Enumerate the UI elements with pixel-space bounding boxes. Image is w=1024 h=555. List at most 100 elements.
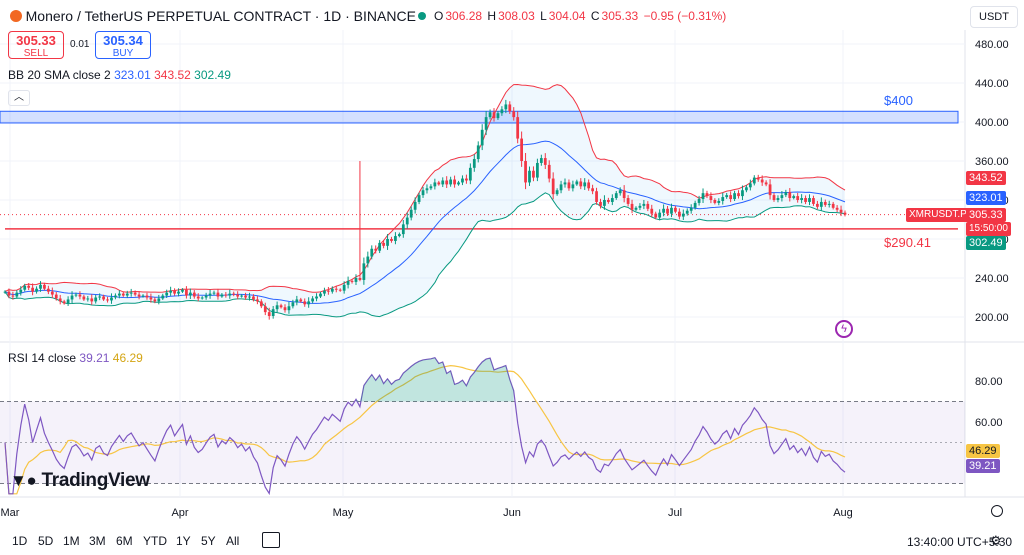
candle xyxy=(571,180,575,192)
candle-body xyxy=(256,299,259,302)
candle xyxy=(681,209,685,221)
timeframe-5d[interactable]: 5D xyxy=(38,534,54,548)
candle-body xyxy=(622,190,626,199)
candle xyxy=(358,161,362,282)
candle-body xyxy=(319,293,322,297)
candle-body xyxy=(480,129,484,146)
candle xyxy=(31,283,34,296)
candle-body xyxy=(216,292,220,297)
price-tick-label: 440.00 xyxy=(975,78,1009,90)
rsi-legend[interactable]: RSI 14 close 39.21 46.29 xyxy=(8,351,143,365)
candle-body xyxy=(528,170,531,183)
candle xyxy=(634,206,638,212)
candle-body xyxy=(362,263,366,280)
candle xyxy=(737,190,740,199)
candle xyxy=(90,294,94,305)
candle-body xyxy=(571,184,575,189)
buy-button[interactable]: 305.34 BUY xyxy=(95,31,151,59)
scale-settings-icon[interactable] xyxy=(991,505,1003,517)
candle-body xyxy=(74,294,78,296)
candle xyxy=(394,232,397,245)
candle xyxy=(86,295,90,302)
candle-body xyxy=(102,296,105,300)
price-tick-label: 480.00 xyxy=(975,39,1009,51)
timeframe-1d[interactable]: 1D xyxy=(12,534,28,548)
candle xyxy=(15,290,19,299)
candle-body xyxy=(417,195,421,202)
timeframe-5y[interactable]: 5Y xyxy=(201,534,216,548)
candle-body xyxy=(536,162,539,178)
candle xyxy=(748,179,752,191)
candle xyxy=(760,175,764,186)
candle-body xyxy=(831,203,835,208)
candle xyxy=(804,195,807,205)
candle xyxy=(528,166,531,186)
candle xyxy=(441,177,445,188)
candle-body xyxy=(66,299,70,304)
alert-lightning-icon[interactable]: ϟ xyxy=(835,320,853,338)
candle xyxy=(315,293,318,302)
candle xyxy=(121,292,125,297)
settings-icon[interactable]: ⚙ xyxy=(990,533,1002,548)
candle xyxy=(208,289,212,299)
candle-body xyxy=(299,299,303,302)
bb-upper-value: 343.52 xyxy=(154,68,191,82)
candle xyxy=(47,285,50,295)
candle-body xyxy=(543,158,547,165)
timeframe-3m[interactable]: 3M xyxy=(89,534,106,548)
candle-body xyxy=(776,198,780,200)
symbol-logo-icon xyxy=(10,10,22,22)
candle-body xyxy=(488,112,492,118)
timeframe-1y[interactable]: 1Y xyxy=(176,534,191,548)
candle xyxy=(465,174,468,184)
candle xyxy=(145,292,149,300)
candle xyxy=(532,166,535,182)
candle-body xyxy=(796,196,800,200)
collapse-legend-icon[interactable]: ︿ xyxy=(8,90,30,106)
candle-body xyxy=(161,295,165,299)
candle xyxy=(543,153,547,170)
candle xyxy=(610,194,614,206)
candle xyxy=(204,292,208,300)
timeframe-6m[interactable]: 6M xyxy=(116,534,133,548)
candle-body xyxy=(244,295,247,298)
candle-body xyxy=(681,213,685,217)
candle xyxy=(275,301,279,313)
candle-body xyxy=(575,181,579,185)
currency-selector[interactable]: USDT xyxy=(970,6,1018,28)
candle xyxy=(263,302,267,316)
candle-body xyxy=(327,290,330,292)
candle xyxy=(271,306,275,319)
date-range-icon[interactable] xyxy=(262,532,280,548)
candle-body xyxy=(508,104,512,112)
bb-legend[interactable]: BB 20 SMA close 2 323.01 343.52 302.49 xyxy=(8,68,231,82)
candle-body xyxy=(240,295,243,297)
candle xyxy=(334,285,338,293)
candle xyxy=(626,195,630,207)
timeframe-ytd[interactable]: YTD xyxy=(143,534,167,548)
candle xyxy=(741,185,744,201)
sell-button[interactable]: 305.33 SELL xyxy=(8,31,64,59)
candle-body xyxy=(563,182,567,185)
candle xyxy=(188,288,192,299)
timeframe-1m[interactable]: 1M xyxy=(63,534,80,548)
candle xyxy=(437,180,441,186)
candle xyxy=(512,107,516,121)
candle-body xyxy=(646,203,650,209)
candle xyxy=(94,294,98,304)
candle xyxy=(721,192,725,205)
candle-body xyxy=(689,207,693,211)
candle xyxy=(319,291,322,299)
ohlc-close: 305.33 xyxy=(601,9,639,23)
candle-body xyxy=(559,184,563,191)
candle xyxy=(366,251,370,268)
candle xyxy=(311,296,314,304)
candle xyxy=(58,294,62,305)
candle xyxy=(745,184,748,193)
candle xyxy=(19,286,23,296)
timeframe-all[interactable]: All xyxy=(226,534,240,548)
time-tick-label: Apr xyxy=(171,507,188,519)
symbol-title[interactable]: Monero / TetherUS PERPETUAL CONTRACT · 1… xyxy=(25,8,416,24)
candle xyxy=(39,281,42,292)
